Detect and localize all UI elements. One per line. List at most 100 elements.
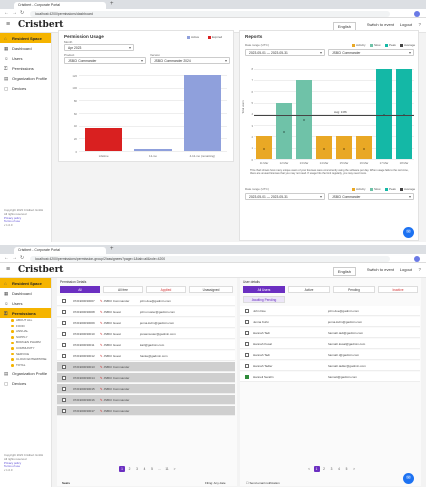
tab-unassigned[interactable]: Unassigned (189, 286, 233, 293)
help-icon[interactable]: ? (418, 267, 421, 272)
row-checkbox[interactable] (62, 365, 66, 369)
back-icon[interactable]: ← (4, 255, 9, 261)
tab-all-users[interactable]: All Users (243, 286, 285, 293)
table-row[interactable]: 0721900030009 JSBCI Guest jenna.kuhn@gadmi… (57, 318, 235, 328)
browser-tab[interactable]: Cristbert - Corporate Portal (14, 247, 106, 254)
user-row[interactable]: John Doe john.doe@gadmin.com (240, 306, 420, 316)
subnav-item[interactable]: SERVICE (0, 352, 51, 358)
chat-icon[interactable]: ✉ (403, 227, 414, 238)
page-button[interactable]: 3 (330, 467, 333, 471)
sidebar-item-permissions[interactable]: ⚿ Permissions (0, 63, 51, 73)
help-icon[interactable]: ? (418, 22, 421, 27)
subtab-awaiting-pending[interactable]: Awaiting Pending (243, 296, 285, 303)
sidebar-item-dashboard[interactable]: ▦ Dashboard (0, 43, 51, 53)
date-range-select-2[interactable]: 2023-05-01 — 2023-05-31 (245, 193, 325, 200)
row-checkbox[interactable] (245, 342, 249, 346)
row-checkbox[interactable] (245, 375, 249, 379)
chat-icon[interactable]: ✉ (403, 473, 414, 484)
page-button[interactable]: ... (158, 467, 161, 471)
sidebar-item-dashboard[interactable]: ▦ Dashboard (0, 288, 51, 298)
row-checkbox[interactable] (62, 387, 66, 391)
terms-link[interactable]: Terms of use (4, 464, 21, 469)
browser-tab[interactable]: Cristbert - Corporate Portal (14, 2, 106, 9)
user-row[interactable]: Jenna Kuhn jenna.kuhn@gadmin.com (240, 317, 420, 327)
page-button[interactable]: 5 (345, 467, 348, 471)
subnav-item[interactable]: BORGEN PHARM (0, 340, 51, 346)
user-row[interactable]: Hannah Tadler hannah.tadler@gadmin.com (240, 361, 420, 371)
tab-active[interactable]: Active (288, 286, 330, 293)
page-button[interactable]: 11 (165, 467, 169, 471)
sidebar-item-devices[interactable]: ▢ Devices (0, 83, 51, 93)
sidebar-item-organization-profile[interactable]: ▤ Organization Profile (0, 368, 51, 378)
page-button[interactable]: < (308, 467, 310, 471)
subnav-item[interactable]: TOTAL (0, 363, 51, 369)
notify-option[interactable]: ☐ Send email notification (246, 481, 280, 485)
row-checkbox[interactable] (62, 332, 66, 336)
profile-icon[interactable] (414, 10, 420, 17)
new-tab-button[interactable]: + (110, 246, 114, 252)
row-checkbox[interactable] (245, 331, 249, 335)
table-row[interactable]: 0721900030010 JSBCI Guest jonasmuster@gadm… (57, 329, 235, 339)
table-row[interactable]: 0721900030014 JSBCI Commander (57, 373, 235, 383)
table-row[interactable]: 0721900030007 JSBCI Commander john.doe@gad… (57, 296, 235, 306)
reload-icon[interactable]: ↻ (20, 255, 25, 261)
subnav-item[interactable]: SUPPLY (0, 335, 51, 341)
user-row[interactable]: Hannah Tadi hannah.tadi@gadmin.com (240, 328, 420, 338)
product-select[interactable]: JSBCI Commander (64, 57, 146, 64)
privacy-link[interactable]: Privacy policy (4, 460, 22, 465)
forward-icon[interactable]: → (12, 255, 17, 261)
page-button[interactable]: 4 (143, 467, 146, 471)
terms-link[interactable]: Terms of use (4, 219, 21, 224)
tab-applied[interactable]: Applied (146, 286, 186, 293)
subnav-item[interactable]: CLOUD ENTERPRISE (0, 357, 51, 363)
user-row[interactable]: Hannah Tadi hannah.t@gadmin.com (240, 350, 420, 360)
subnav-item[interactable]: FOOD (0, 324, 51, 330)
privacy-link[interactable]: Privacy policy (4, 215, 22, 220)
sidebar-item-permissions[interactable]: ⚿ Permissions (0, 308, 51, 318)
row-checkbox[interactable] (245, 320, 249, 324)
row-checkbox[interactable] (62, 354, 66, 358)
address-bar[interactable]: localhost:4200/permissions/permission-gr… (30, 255, 390, 262)
row-checkbox[interactable] (62, 310, 66, 314)
address-bar[interactable]: localhost:4200/permissions/dashboard (30, 10, 390, 17)
language-select[interactable]: English (332, 267, 356, 276)
page-button[interactable]: 2 (323, 467, 325, 471)
logout-link[interactable]: Logout (399, 267, 412, 272)
forward-icon[interactable]: → (12, 10, 17, 16)
menu-icon[interactable]: ≡ (6, 266, 11, 273)
subnav-item[interactable]: ABOUT ALL (0, 318, 51, 324)
row-checkbox[interactable] (245, 364, 249, 368)
row-checkbox[interactable] (62, 409, 66, 413)
sidebar-item-users[interactable]: ☺ Users (0, 298, 51, 308)
reload-icon[interactable]: ↻ (20, 10, 25, 16)
tab-all[interactable]: All (60, 286, 100, 293)
version-select[interactable]: JSBCI Commander 2024 (150, 57, 230, 64)
table-row[interactable]: 0721900030011 JSBCI Guest karl@gadmin.com (57, 340, 235, 350)
row-checkbox[interactable] (62, 376, 66, 380)
row-checkbox[interactable] (62, 321, 66, 325)
profile-icon[interactable] (414, 255, 420, 262)
sidebar-item-organization-profile[interactable]: ▤ Organization Profile (0, 73, 51, 83)
page-button[interactable]: 5 (151, 467, 153, 471)
logout-link[interactable]: Logout (399, 22, 412, 27)
table-row[interactable]: 0721900030015 JSBCI Commander (57, 384, 235, 394)
switch-account-link[interactable]: Switch to event (366, 22, 394, 27)
new-tab-button[interactable]: + (110, 1, 114, 7)
sidebar-item-devices[interactable]: ▢ Devices (0, 378, 51, 388)
reports-product-select[interactable]: JSBCI Commander (328, 49, 414, 56)
subnav-item[interactable]: ANNUAL (0, 329, 51, 335)
period-select[interactable]: Apr 2023 (64, 44, 134, 51)
table-row[interactable]: 0721900030017 JSBCI Commander (57, 406, 235, 416)
switch-account-link[interactable]: Switch to event (366, 267, 394, 272)
page-button[interactable]: 2 (128, 467, 131, 471)
row-checkbox[interactable] (245, 309, 249, 313)
tab-pending[interactable]: Pending (333, 286, 375, 293)
table-row[interactable]: 0721900030013 JSBCI Commander (57, 362, 235, 372)
page-button[interactable]: 1 (313, 466, 320, 472)
row-checkbox[interactable] (245, 353, 249, 357)
reports-product-select-2[interactable]: JSBCI Commander (328, 193, 414, 200)
back-icon[interactable]: ← (4, 10, 9, 16)
subnav-item[interactable]: COMMUNITY (0, 346, 51, 352)
sidebar-item-resident-space[interactable]: ⌂ Resident Space (0, 33, 51, 43)
page-button[interactable]: 3 (136, 467, 138, 471)
